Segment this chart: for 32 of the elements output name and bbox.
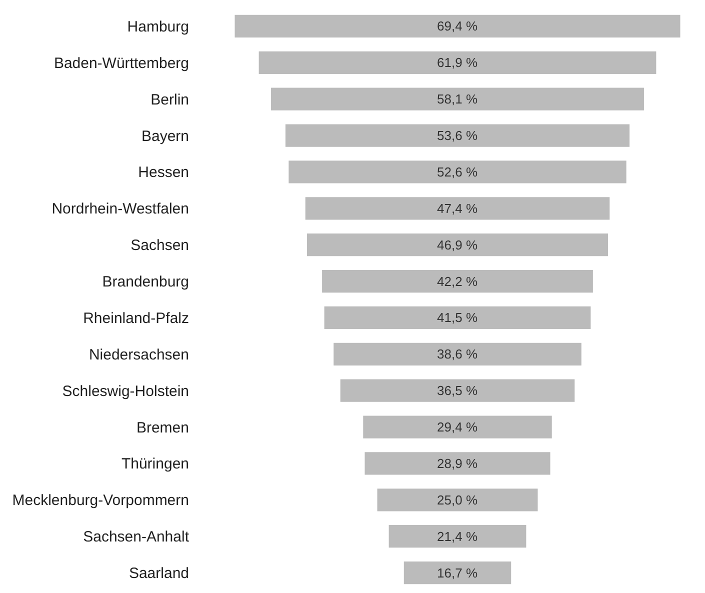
category-label: Sachsen-Anhalt — [83, 528, 190, 546]
category-label: Mecklenburg-Vorpommern — [12, 492, 189, 510]
category-label: Hessen — [138, 164, 189, 182]
category-label: Rheinland-Pfalz — [83, 310, 189, 327]
data-label: 38,6 % — [437, 346, 478, 362]
data-label: 16,7 % — [437, 565, 478, 580]
category-label: Thüringen — [121, 456, 189, 473]
data-label: 42,2 % — [437, 274, 478, 289]
data-label: 36,5 % — [437, 383, 478, 398]
data-label: 58,1 % — [437, 92, 478, 107]
category-label: Bayern — [141, 128, 189, 145]
category-label: Nordrhein-Westfalen — [52, 200, 189, 218]
category-label: Schleswig-Holstein — [62, 382, 189, 400]
data-label: 29,4 % — [437, 420, 478, 435]
data-label: 61,9 % — [437, 55, 478, 70]
data-label: 41,5 % — [437, 310, 478, 326]
data-label: 21,4 % — [437, 528, 478, 544]
category-label: Baden-Württemberg — [54, 54, 189, 72]
data-label: 53,6 % — [437, 128, 478, 144]
data-label: 25,0 % — [437, 492, 478, 508]
category-label: Berlin — [150, 91, 189, 108]
data-label: 52,6 % — [437, 164, 478, 180]
data-label: 46,9 % — [437, 237, 478, 252]
data-label: 47,4 % — [437, 200, 478, 216]
data-label: 69,4 % — [437, 18, 478, 34]
category-label: Niedersachsen — [88, 346, 189, 364]
category-label: Sachsen — [130, 237, 189, 254]
category-label: Brandenburg — [102, 274, 189, 291]
data-label: 28,9 % — [437, 456, 478, 471]
category-label: Hamburg — [127, 18, 189, 36]
category-label: Bremen — [136, 419, 189, 436]
category-label: Saarland — [128, 565, 189, 582]
